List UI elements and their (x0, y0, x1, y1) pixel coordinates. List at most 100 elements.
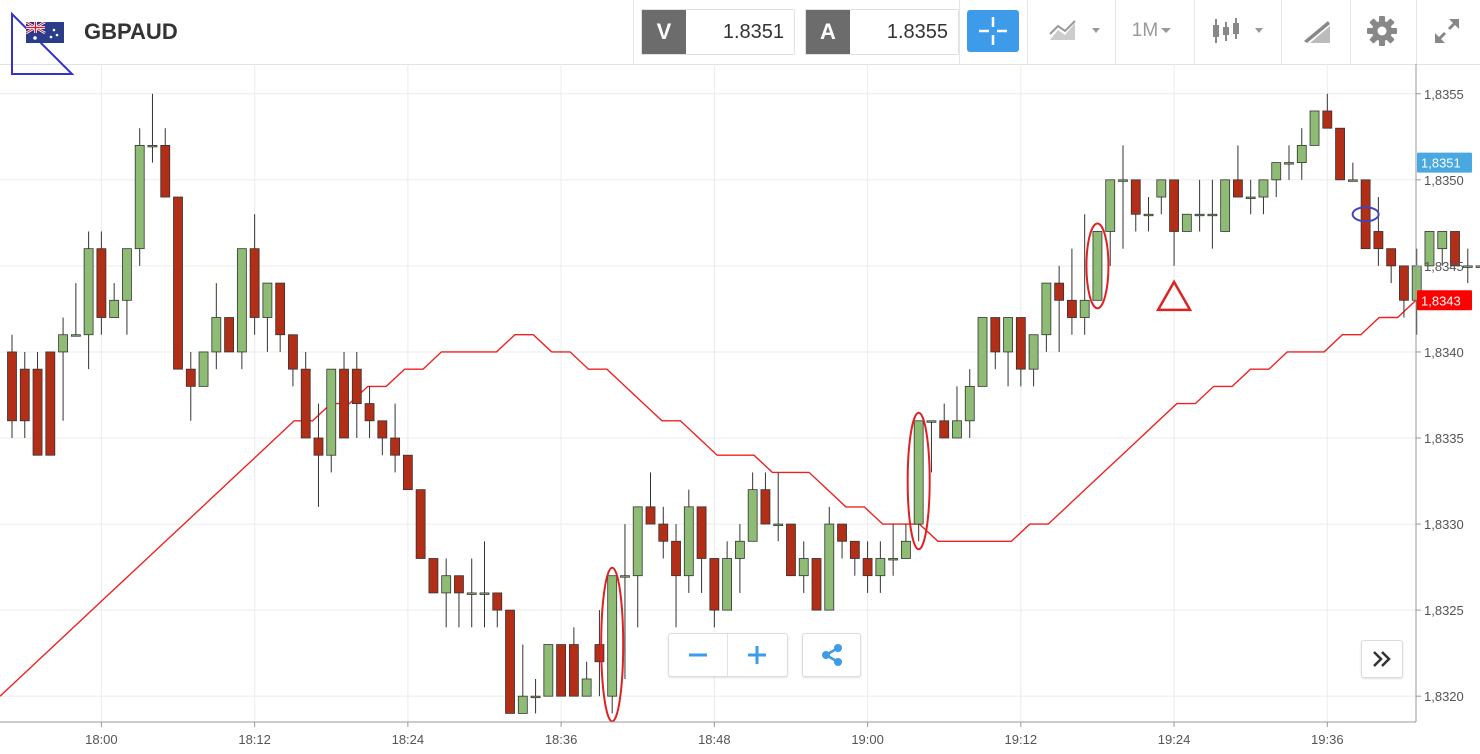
candle-body-bullish (734, 540, 745, 559)
timeframe-button[interactable]: 1M (1118, 10, 1188, 52)
candle-body-bullish (1079, 299, 1090, 318)
candle-body-bullish (901, 540, 911, 559)
candle (185, 351, 196, 421)
candle-body-bearish (96, 248, 107, 318)
y-tick-label: 1,8355 (1424, 87, 1464, 102)
candle (709, 558, 720, 628)
candle-body-bearish (454, 575, 464, 594)
candle (977, 317, 988, 387)
expand-icon (1435, 19, 1459, 43)
header-divider (959, 0, 960, 64)
candle-body-bearish (849, 540, 860, 559)
candle (339, 351, 349, 439)
candle (377, 420, 388, 456)
candle-body-bullish (581, 678, 592, 697)
symbol-title: GBPAUD (84, 19, 178, 44)
candle (1118, 145, 1128, 249)
candle (160, 128, 171, 198)
candle (122, 248, 132, 335)
ask-box[interactable]: A 1.8355 (805, 9, 959, 55)
candle (402, 454, 413, 491)
candle-body-bullish (722, 558, 733, 611)
share-control (802, 633, 861, 677)
scroll-to-latest-button[interactable] (1361, 640, 1403, 678)
candle (1233, 145, 1243, 198)
candle (466, 558, 477, 628)
price-chart[interactable]: 1,8355 1,8350 1,8345 1,8340 1,8335 1,8330 1,83… (0, 64, 1480, 754)
minus-icon (689, 653, 707, 657)
candle-body-bullish (632, 506, 643, 577)
header-divider (1350, 0, 1351, 64)
double-chevron-right-icon (1373, 651, 1391, 667)
candle (147, 93, 158, 163)
candle (530, 678, 541, 714)
chart-grid (0, 64, 1416, 722)
candle-body-bullish (134, 145, 145, 250)
drawing-button[interactable] (1288, 10, 1344, 52)
candle-body-bearish (160, 145, 171, 198)
candle (300, 351, 311, 439)
candle-body-bearish (339, 368, 349, 439)
candle-body-bullish (262, 282, 273, 318)
candle-body-bearish (1399, 265, 1409, 301)
candle (581, 661, 592, 697)
candles-icon (1213, 18, 1263, 43)
candle-body-bullish (773, 523, 784, 526)
candle-body-bullish (747, 489, 758, 542)
plus-icon (748, 646, 766, 664)
candle (594, 610, 605, 697)
x-tick-label: 19:12 (1005, 732, 1038, 747)
chart-type-button[interactable] (1037, 10, 1107, 52)
candle-body-bearish (1233, 179, 1243, 198)
candle-body-bullish (1105, 179, 1116, 232)
candle-body-bullish (1475, 265, 1480, 268)
candle-body-bullish (1347, 179, 1358, 182)
candle-body-bullish (517, 695, 528, 714)
candle (1181, 213, 1192, 232)
candle (811, 558, 822, 611)
moving-average-line (0, 299, 1417, 697)
candle (390, 403, 401, 473)
candle (645, 472, 656, 525)
candle (326, 368, 337, 473)
candle-body-bullish (1003, 317, 1013, 353)
candle (658, 506, 669, 559)
candle-body-bearish (939, 420, 950, 439)
candle (786, 523, 796, 577)
candle-body-bullish (1194, 213, 1205, 217)
candle-body-bullish (1143, 213, 1154, 217)
moving-average-tag-label: 1,8343 (1421, 293, 1461, 308)
annotation-ellipse (600, 566, 625, 723)
candle-body-bullish (1181, 213, 1192, 232)
candle-body-bullish (1156, 179, 1167, 198)
candle-body-bullish (1258, 179, 1269, 198)
annotation-triangle (1155, 279, 1193, 312)
ask-value: 1.8355 (850, 10, 958, 54)
share-button[interactable] (803, 634, 860, 676)
candle-body-bullish (1207, 213, 1218, 217)
candle (224, 317, 234, 353)
candle (683, 489, 694, 593)
crosshair-button[interactable] (967, 10, 1019, 52)
candle-body-bullish (964, 385, 975, 422)
candle-body-bullish (1462, 265, 1473, 268)
candle (134, 128, 145, 266)
zoom-out-button[interactable] (669, 634, 727, 676)
candle (1335, 127, 1345, 181)
candle-body-bullish (875, 558, 886, 577)
candle-body-bearish (185, 368, 196, 387)
candle-body-bearish (249, 248, 260, 318)
candle-body-bullish (58, 334, 68, 353)
header-divider (633, 0, 634, 64)
candle (1156, 179, 1167, 215)
bid-box[interactable]: V 1.8351 (641, 9, 795, 55)
expand-chart-button[interactable] (1422, 10, 1472, 52)
candles-button[interactable] (1200, 10, 1272, 52)
candle (1373, 197, 1384, 266)
candle-body-bullish (1284, 162, 1294, 165)
zoom-in-button[interactable] (728, 634, 786, 676)
settings-button[interactable] (1356, 10, 1408, 52)
x-tick-label: 18:48 (698, 732, 731, 747)
header-divider (1194, 0, 1195, 64)
candle (1130, 179, 1141, 232)
